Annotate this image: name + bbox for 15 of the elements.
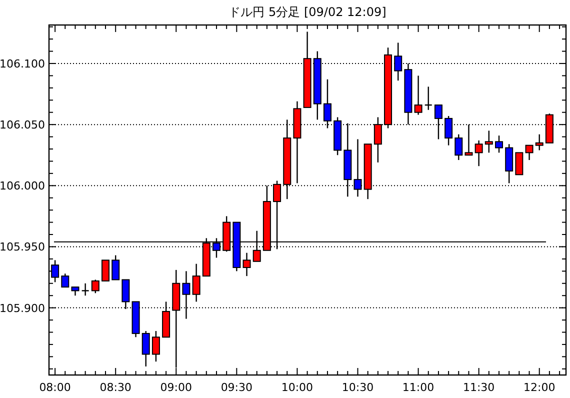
chart-title: ドル円 5分足 [09/02 12:09] <box>228 5 386 19</box>
y-tick-label: 106.000 <box>0 180 45 193</box>
x-tick-label: 10:30 <box>342 381 374 394</box>
x-tick-label: 08:00 <box>39 381 71 394</box>
y-tick-label: 105.950 <box>0 240 45 254</box>
x-tick-label: 09:00 <box>160 381 192 394</box>
x-tick-label: 09:30 <box>220 381 253 394</box>
x-tick-label: 08:30 <box>100 381 132 394</box>
x-tick-label: 11:00 <box>402 381 434 394</box>
y-tick-label: 106.100 <box>0 57 45 70</box>
x-tick-label: 12:00 <box>524 381 556 394</box>
y-tick-label: 105.900 <box>0 302 45 315</box>
x-tick-label: 10:00 <box>281 381 314 394</box>
y-tick-label: 106.050 <box>0 118 45 132</box>
x-tick-label: 11:30 <box>462 381 495 394</box>
